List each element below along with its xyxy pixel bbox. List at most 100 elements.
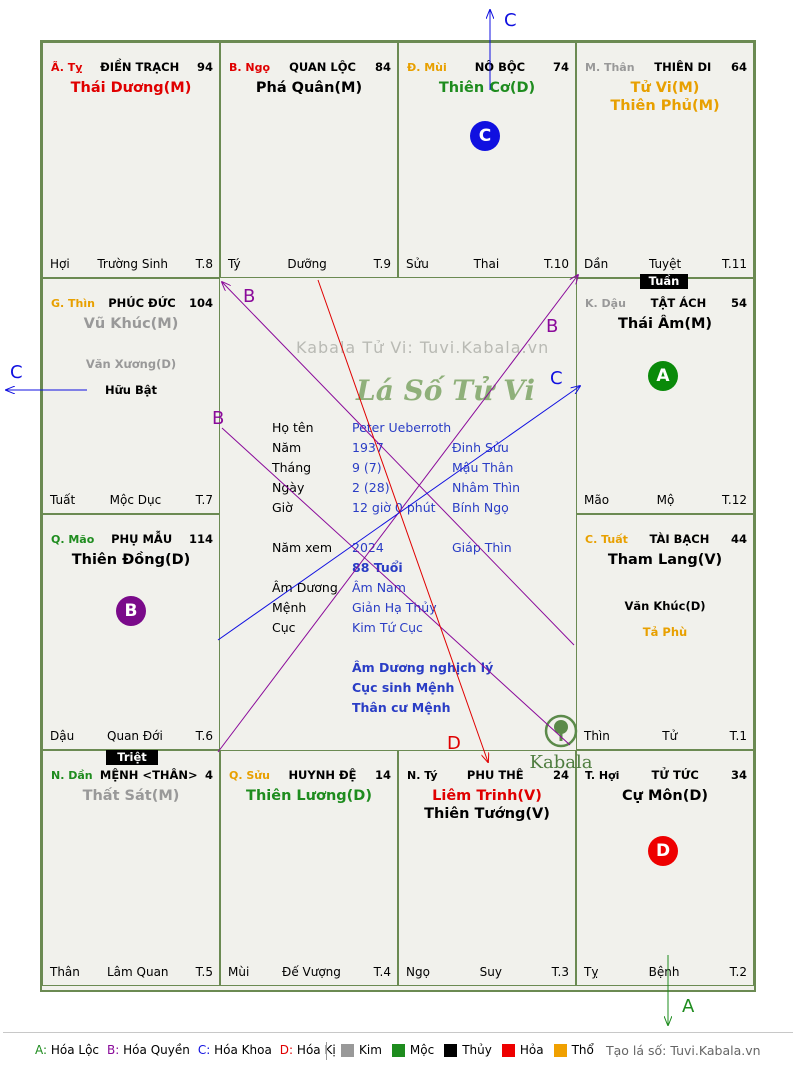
palace-number: 104 (188, 296, 213, 310)
footer-limit: T.2 (729, 965, 747, 979)
info-value: 1937 (352, 440, 384, 455)
palace-header: G. Thìn PHÚC ĐỨC 104 (51, 295, 213, 311)
color-swatch (341, 1043, 354, 1057)
info-label: Mệnh (272, 600, 307, 615)
color-swatch (553, 1043, 567, 1057)
info-canchi: Nhâm Thìn (452, 480, 521, 495)
major-star: Tử Vi(M) (630, 80, 700, 96)
footer-branch: Dậu (50, 729, 75, 743)
arrow-label: C (550, 368, 563, 389)
palace-name: TẬT ÁCH (650, 296, 707, 310)
info-value: 9 (7) (352, 460, 382, 475)
palace-footer: Sửu Thai T.10 (406, 257, 569, 271)
palace-branch: G. Thìn (51, 296, 95, 310)
legend-element-item: Thổ (553, 1043, 594, 1057)
footer-limit: T.12 (721, 493, 747, 507)
major-star: Thái Dương(M) (70, 80, 192, 96)
palace-header: Ã. Tỵ ĐIỀN TRẠCH 94 (51, 59, 213, 75)
major-star: Thiên Đồng(D) (71, 552, 191, 568)
major-stars: Tử Vi(M) Thiên Phủ(M) (577, 79, 753, 115)
footer-branch: Mùi (228, 965, 250, 979)
palace-header: N. Dần MỆNH <THÂN> 4 (51, 767, 213, 783)
palace-number: 44 (730, 532, 747, 546)
palace-number: 114 (188, 532, 213, 546)
major-stars: Tham Lang(V) (577, 551, 753, 569)
info-value: Âm Nam (352, 580, 406, 595)
palace-footer: Mùi Đế Vượng T.4 (228, 965, 391, 979)
legend-element-name: Kim (359, 1043, 382, 1057)
major-stars: Thất Sát(M) (43, 787, 219, 805)
legend-text: Hóa Lộc (50, 1043, 100, 1057)
info-label: Năm (272, 440, 302, 455)
palace-cell: Q. Mão PHỤ MẪU 114 Thiên Đồng(D) Dậu Qua… (42, 514, 220, 750)
info-row: Tháng 9 (7) Mậu Thân (272, 460, 572, 478)
palace-header: Q. Mão PHỤ MẪU 114 (51, 531, 213, 547)
legend-element-name: Mộc (409, 1043, 435, 1057)
major-star: Thiên Phủ(M) (610, 98, 720, 114)
chart-note: Cục sinh Mệnh (352, 680, 455, 695)
info-row: Cục Kim Tứ Cục (272, 620, 572, 638)
footer-phase: Trường Sinh (97, 257, 168, 271)
info-row: Họ tên Peter Ueberroth (272, 420, 572, 438)
info-row: Âm Dương Âm Nam (272, 580, 572, 598)
footer-phase: Bệnh (648, 965, 680, 979)
legend-transform-item: A: Hóa Lộc (35, 1043, 99, 1057)
info-row: 88 Tuổi (272, 560, 572, 578)
info-canchi: Đinh Sửu (452, 440, 509, 455)
info-canchi: Giáp Thìn (452, 540, 512, 555)
info-label: Âm Dương (272, 580, 338, 595)
legend-text: Hóa Kị (296, 1043, 336, 1057)
major-stars: Thiên Cơ(D) (399, 79, 575, 97)
arrow-label: C (10, 362, 23, 383)
palace-footer: Mão Mộ T.12 (584, 493, 747, 507)
kabala-logo: Kabala (526, 714, 596, 773)
chart-title: Lá Số Tử Vi (356, 374, 536, 407)
footer-phase: Thai (473, 257, 500, 271)
major-stars: Thiên Lương(D) (221, 787, 397, 805)
palace-header: M. Thân THIÊN DI 64 (585, 59, 747, 75)
major-star: Thái Âm(M) (617, 316, 713, 332)
palace-footer: Dậu Quan Đới T.6 (50, 729, 213, 743)
legend-elements: Kim Mộc Thủy Hỏa Thổ (341, 1040, 604, 1060)
palace-cell: T. Hợi TỬ TỨC 34 Cự Môn(D) Tỵ Bệnh T.2 (576, 750, 754, 986)
info-label: Năm xem (272, 540, 333, 555)
minor-star: Tả Phù (642, 625, 688, 639)
legend-transforms: A: Hóa Lộc B: Hóa Quyền C: Hóa Khoa D: Hóa … (35, 1040, 344, 1060)
footer-phase: Đế Vượng (282, 965, 341, 979)
palace-header: B. Ngọ QUAN LỘC 84 (229, 59, 391, 75)
palace-branch: Đ. Mùi (407, 60, 447, 74)
palace-branch: B. Ngọ (229, 60, 271, 74)
palace-number: 24 (552, 768, 569, 782)
footer-limit: T.8 (195, 257, 213, 271)
info-value: 2 (28) (352, 480, 390, 495)
footer-limit: T.6 (195, 729, 213, 743)
minor-star: Văn Xương(D) (85, 357, 177, 371)
legend-element-item: Thủy (444, 1043, 492, 1057)
footer-branch: Hợi (50, 257, 70, 271)
palace-footer: Thìn Tử T.1 (584, 729, 747, 743)
palace-header: Đ. Mùi NÔ BỘC 74 (407, 59, 569, 75)
arrow-label: D (447, 733, 461, 754)
footer-limit: T.5 (195, 965, 213, 979)
footer-branch: Sửu (406, 257, 429, 271)
info-row: Mệnh Giản Hạ Thủy (272, 600, 572, 618)
legend-key: C: (197, 1043, 211, 1057)
palace-cell: N. Dần MỆNH <THÂN> 4 Thất Sát(M) Thân Lâ… (42, 750, 220, 986)
tag-triet: Triệt (106, 750, 158, 765)
major-stars: Thái Dương(M) (43, 79, 219, 97)
footer-limit: T.7 (195, 493, 213, 507)
footer-phase: Lâm Quan (106, 965, 169, 979)
palace-name: PHU THÊ (466, 768, 524, 782)
palace-name: ĐIỀN TRẠCH (100, 60, 180, 74)
info-row: Năm xem 2024 Giáp Thìn (272, 540, 572, 558)
palace-footer: Thân Lâm Quan T.5 (50, 965, 213, 979)
arrow-label: B (546, 316, 559, 337)
footer-divider (3, 1032, 793, 1033)
legend-key: A: (35, 1043, 48, 1057)
legend-key: D: (279, 1043, 294, 1057)
palace-branch: C. Tuất (585, 532, 628, 546)
palace-number: 4 (204, 768, 213, 782)
palace-footer: Hợi Trường Sinh T.8 (50, 257, 213, 271)
legend-text: Hóa Quyền (123, 1043, 190, 1057)
watermark-text: Kabala Tử Vi: Tuvi.Kabala.vn (296, 338, 550, 357)
